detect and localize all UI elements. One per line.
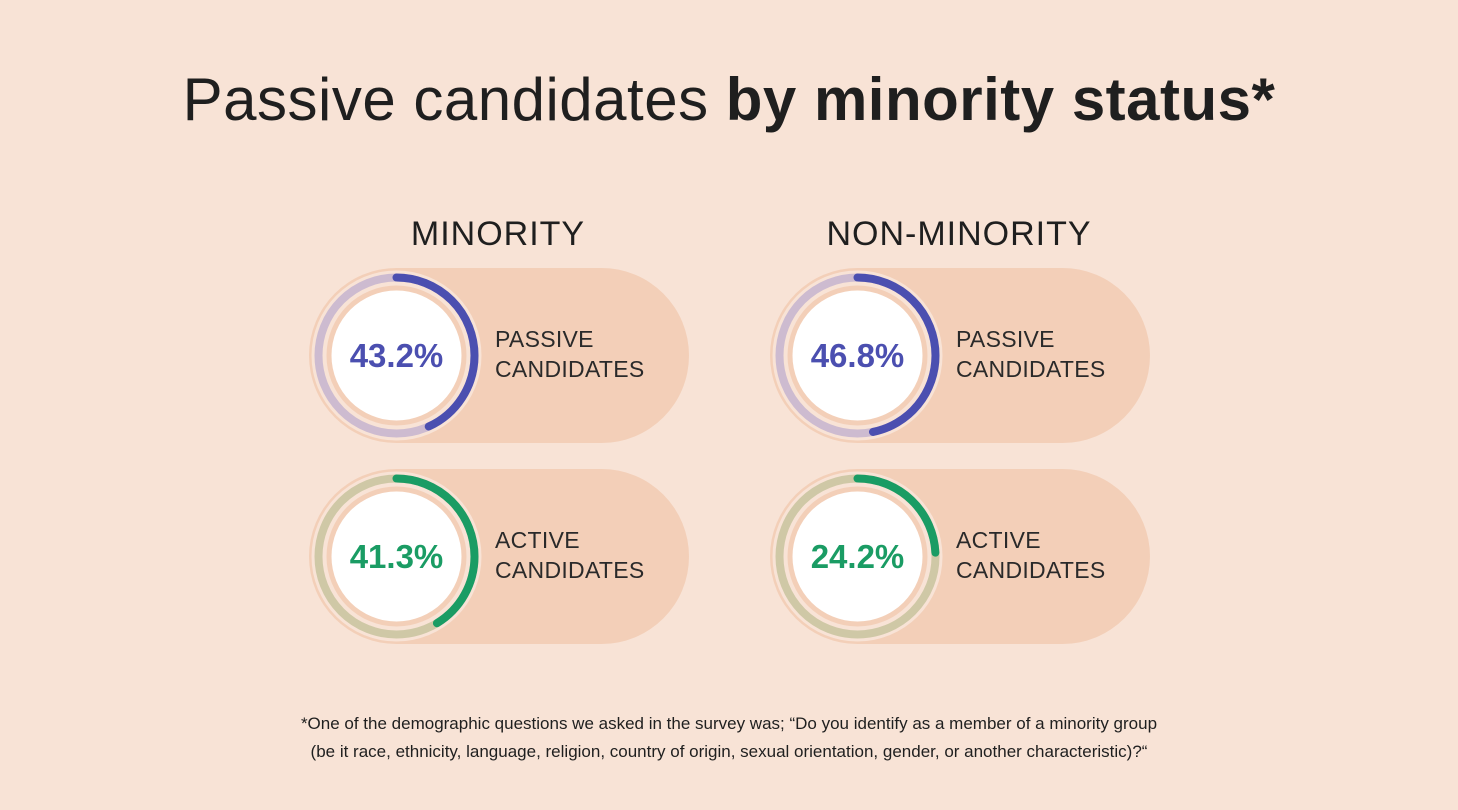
non-minority-active-donut: [772, 471, 943, 642]
chart-title: Passive candidates by minority status*: [0, 62, 1458, 138]
donut-center: [331, 290, 462, 421]
donut-value-arc: [775, 474, 940, 639]
minority-passive-donut: [311, 270, 482, 441]
donut-center: [792, 290, 923, 421]
non-minority-passive-label: PASSIVE CANDIDATES: [956, 324, 1106, 384]
title-bold: by minority status*: [725, 66, 1276, 133]
non-minority-active-card: 24.2% ACTIVE CANDIDATES: [770, 469, 1150, 644]
label-line1: ACTIVE: [956, 527, 1041, 553]
non-minority-passive-donut: [772, 270, 943, 441]
label-line2: CANDIDATES: [956, 356, 1106, 382]
donut-value-arc: [775, 273, 940, 438]
label-line2: CANDIDATES: [495, 356, 645, 382]
non-minority-active-value: 24.2%: [810, 538, 905, 575]
donut-center: [331, 491, 462, 622]
non-minority-passive-value: 46.8%: [810, 337, 905, 374]
donut-value-arc: [314, 474, 479, 639]
title-light: Passive candidates: [182, 66, 709, 133]
label-line1: ACTIVE: [495, 527, 580, 553]
label-line2: CANDIDATES: [495, 557, 645, 583]
non-minority-active-label: ACTIVE CANDIDATES: [956, 525, 1106, 585]
footnote-line2: (be it race, ethnicity, language, religi…: [310, 742, 1148, 761]
minority-passive-card: 43.2% PASSIVE CANDIDATES: [309, 268, 689, 443]
group-heading-non-minority: NON-MINORITY: [826, 215, 1092, 253]
minority-passive-label: PASSIVE CANDIDATES: [495, 324, 645, 384]
label-line1: PASSIVE: [495, 326, 594, 352]
minority-active-card: 41.3% ACTIVE CANDIDATES: [309, 469, 689, 644]
donut-value-arc: [314, 273, 479, 438]
minority-active-value: 41.3%: [349, 538, 444, 575]
footnote-line1: *One of the demographic questions we ask…: [300, 714, 1158, 733]
minority-passive-value: 43.2%: [349, 337, 444, 374]
footnote: *One of the demographic questions we ask…: [0, 710, 1458, 766]
donut-center: [792, 491, 923, 622]
label-line2: CANDIDATES: [956, 557, 1106, 583]
label-line1: PASSIVE: [956, 326, 1055, 352]
group-heading-minority: MINORITY: [410, 215, 586, 253]
minority-active-donut: [311, 471, 482, 642]
non-minority-passive-card: 46.8% PASSIVE CANDIDATES: [770, 268, 1150, 443]
minority-active-label: ACTIVE CANDIDATES: [495, 525, 645, 585]
